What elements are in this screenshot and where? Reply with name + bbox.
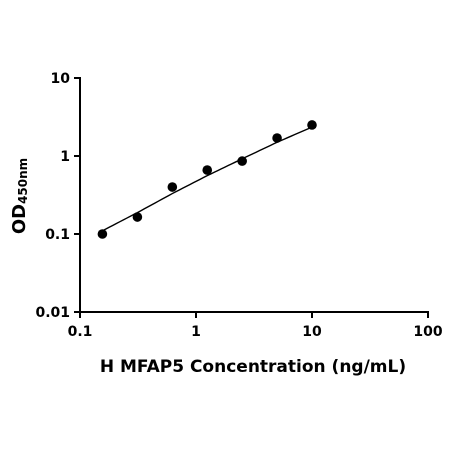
y-axis-title: OD450nm xyxy=(9,158,30,234)
data-point xyxy=(202,165,213,175)
x-axis-ticks: 0.1 1 10 100 xyxy=(68,312,443,340)
y-axis-ticks: 0.01 0.1 1 10 xyxy=(35,71,80,321)
data-point xyxy=(237,156,247,166)
x-axis-title: H MFAP5 Concentration (ng/mL) xyxy=(100,357,406,377)
x-tick-label: 10 xyxy=(302,324,322,340)
x-tick-label: 100 xyxy=(413,324,442,340)
data-point xyxy=(307,120,317,130)
x-tick-label: 1 xyxy=(191,324,201,340)
y-tick-label: 10 xyxy=(51,71,71,87)
data-points xyxy=(97,120,317,239)
data-point xyxy=(97,229,108,239)
axes: 0.1 1 10 100 0.01 0.1 1 10 xyxy=(35,71,442,340)
y-tick-label: 0.1 xyxy=(45,227,70,243)
data-point xyxy=(167,182,178,192)
y-tick-label: 0.01 xyxy=(35,305,70,321)
data-point xyxy=(272,133,282,143)
y-axis-title-subscript: 450nm xyxy=(16,158,30,204)
data-point xyxy=(132,212,143,222)
y-tick-label: 1 xyxy=(60,149,70,165)
x-tick-label: 0.1 xyxy=(68,324,93,340)
y-axis-title-main: OD xyxy=(9,204,30,234)
